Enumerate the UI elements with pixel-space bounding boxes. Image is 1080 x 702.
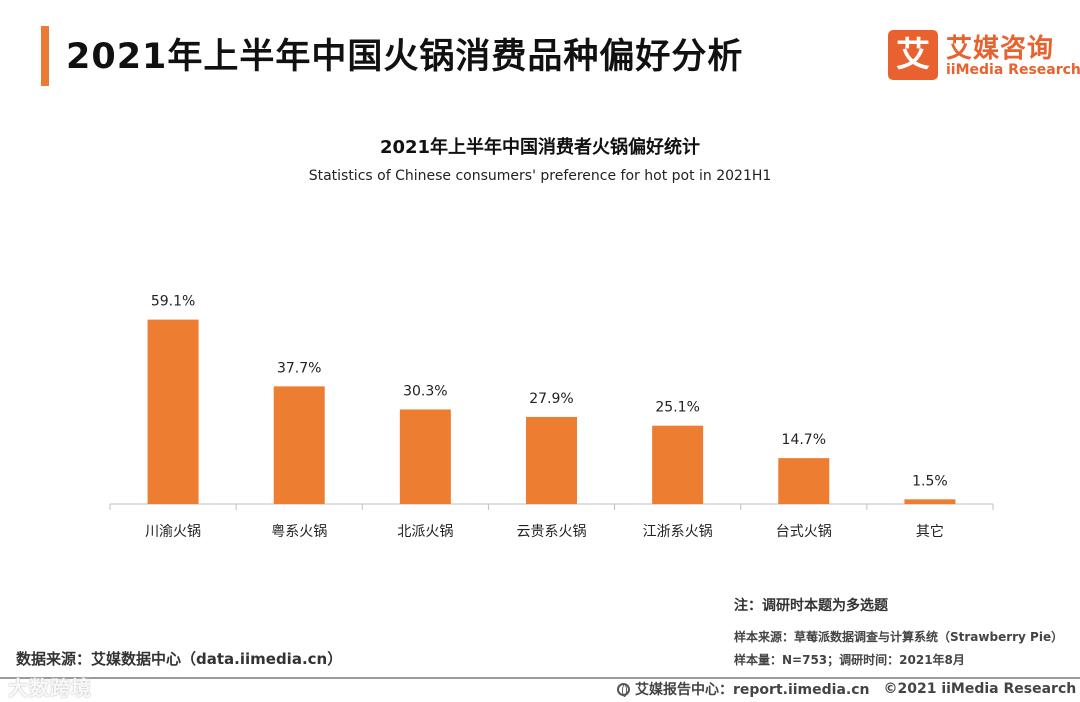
chart-note: 注：调研时本题为多选题 bbox=[734, 598, 888, 614]
logo-name-cn: 艾媒咨询 bbox=[946, 34, 1055, 64]
data-label: 1.5% bbox=[912, 473, 948, 489]
data-label: 27.9% bbox=[529, 391, 573, 407]
x-tick-label: 云贵系火锅 bbox=[517, 524, 587, 540]
bar bbox=[904, 499, 956, 504]
bar bbox=[273, 386, 325, 504]
x-tick-label: 川渝火锅 bbox=[145, 524, 201, 540]
copyright: ©2021 iiMedia Research Inc bbox=[883, 681, 1080, 697]
x-tick-label: 粤系火锅 bbox=[271, 524, 327, 540]
logo-name-en: iiMedia Research bbox=[946, 62, 1080, 78]
data-label: 25.1% bbox=[655, 400, 699, 416]
report-center: 艾媒报告中心：report.iimedia.cn bbox=[635, 682, 870, 698]
bar bbox=[652, 425, 704, 504]
x-tick-label: 台式火锅 bbox=[776, 524, 832, 540]
watermark: 大数跨境 bbox=[8, 676, 92, 700]
globe-icon bbox=[617, 682, 630, 697]
data-label: 59.1% bbox=[151, 294, 195, 310]
sample-size: 样本量：N=753；调研时间：2021年8月 bbox=[734, 653, 965, 667]
brand-logo: 艾 艾媒咨询 iiMedia Research bbox=[888, 30, 1080, 82]
data-label: 30.3% bbox=[403, 383, 447, 399]
x-tick-label: 其它 bbox=[916, 523, 944, 540]
bar bbox=[526, 416, 577, 504]
logo-mark: 艾 bbox=[888, 30, 938, 80]
title-accent-bar bbox=[41, 26, 49, 86]
bar bbox=[778, 458, 830, 504]
x-tick-label: 江浙系火锅 bbox=[643, 524, 713, 540]
chart-subtitle: Statistics of Chinese consumers' prefere… bbox=[308, 168, 772, 184]
chart-title: 2021年上半年中国消费者火锅偏好统计 bbox=[379, 137, 701, 158]
footer-divider bbox=[0, 677, 1080, 679]
sample-source: 样本来源：草莓派数据调查与计算系统（Strawberry Pie） bbox=[734, 630, 1064, 644]
data-source: 数据来源：艾媒数据中心（data.iimedia.cn） bbox=[16, 650, 343, 668]
data-label: 37.7% bbox=[277, 360, 321, 376]
data-label: 14.7% bbox=[782, 432, 826, 448]
x-tick-label: 北派火锅 bbox=[397, 524, 453, 540]
bar bbox=[399, 409, 451, 504]
footer-info: 艾媒报告中心：report.iimedia.cn ©2021 iiMedia R… bbox=[617, 679, 1080, 699]
bar bbox=[147, 319, 199, 504]
page-title: 2021年上半年中国火锅消费品种偏好分析 bbox=[66, 37, 744, 77]
